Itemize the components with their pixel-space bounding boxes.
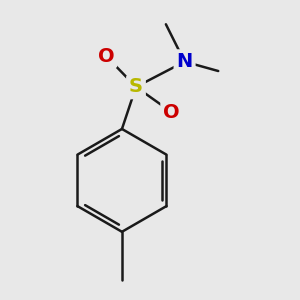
Text: N: N bbox=[176, 52, 193, 71]
Text: O: O bbox=[163, 103, 180, 122]
Text: S: S bbox=[129, 77, 143, 96]
Text: O: O bbox=[98, 46, 114, 66]
